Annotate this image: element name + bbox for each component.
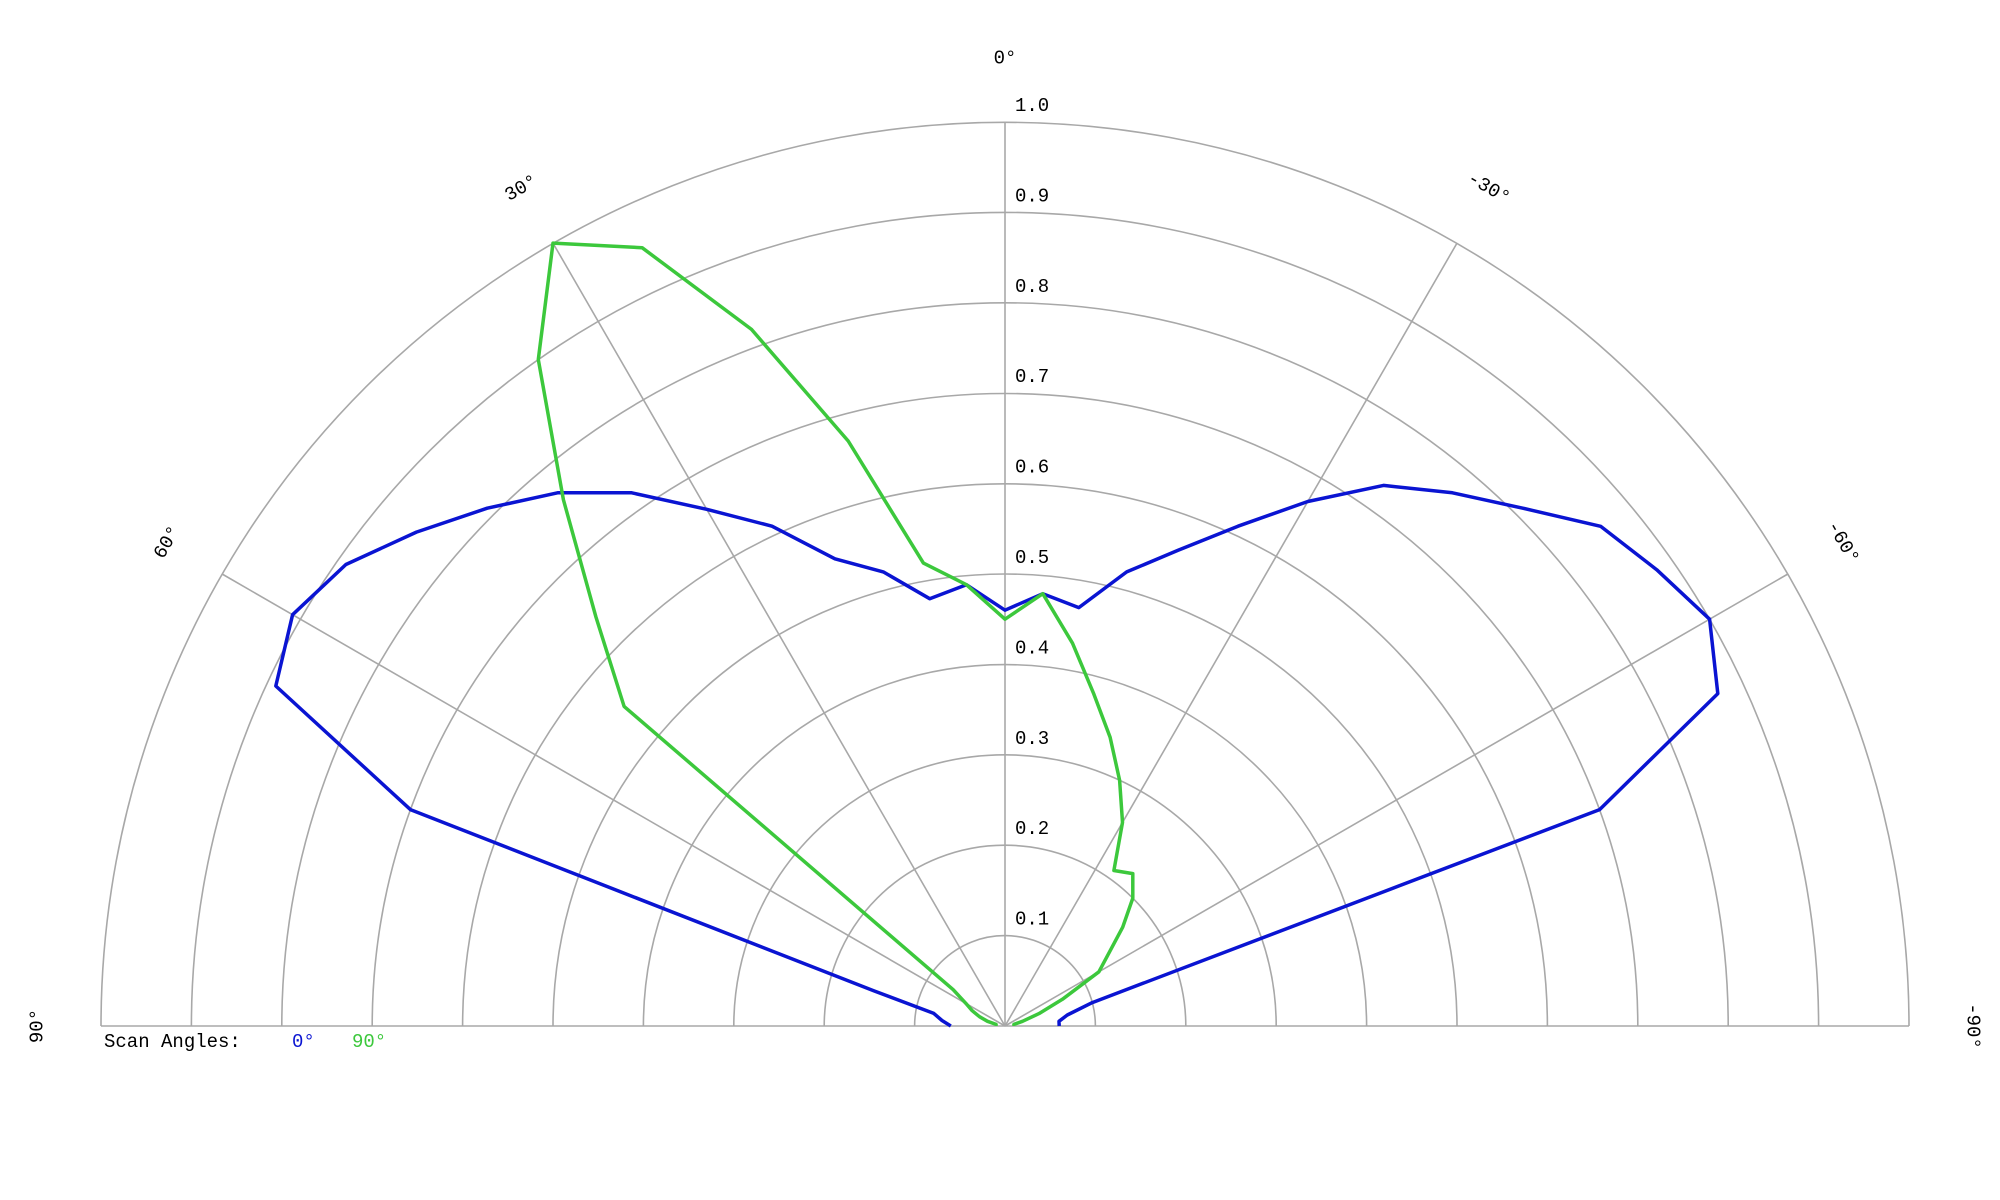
legend-entry: 0° [292,1031,315,1053]
legend-title: Scan Angles: [104,1031,241,1053]
r-tick-label: 1.0 [1015,95,1049,117]
series-line [536,241,1135,1027]
grid-spoke [552,242,1006,1027]
theta-tick-label: 90° [27,1009,49,1043]
r-tick-label: 0.7 [1015,366,1049,388]
grid-spoke [1004,242,1458,1027]
theta-tick-label: -30° [1463,167,1513,209]
r-tick-label: 0.3 [1015,728,1049,750]
r-tick-label: 0.6 [1015,457,1049,479]
grid-spoke [1004,573,1789,1027]
theta-tick-label: -90° [1961,1003,1983,1049]
theta-tick-label: -60° [1822,517,1864,567]
r-tick-label: 0.1 [1015,909,1049,931]
theta-tick-label: 60° [149,522,185,563]
legend-entry: 90° [352,1031,386,1053]
r-tick-label: 0.8 [1015,276,1049,298]
grid-spoke [221,573,1006,1027]
series-line [274,483,1720,1028]
theta-tick-label: 0° [994,48,1017,70]
r-tick-label: 0.4 [1015,637,1049,659]
r-tick-label: 0.2 [1015,818,1049,840]
r-tick-label: 0.9 [1015,185,1049,207]
plot-area [274,241,1720,1028]
theta-tick-label: 30° [501,170,542,206]
r-tick-label: 0.5 [1015,547,1049,569]
grid: 0.1 0.2 0.3 0.4 0.5 0.6 0.7 0.8 0.9 1.0 90° 60° 30° 0… [27,48,1984,1049]
